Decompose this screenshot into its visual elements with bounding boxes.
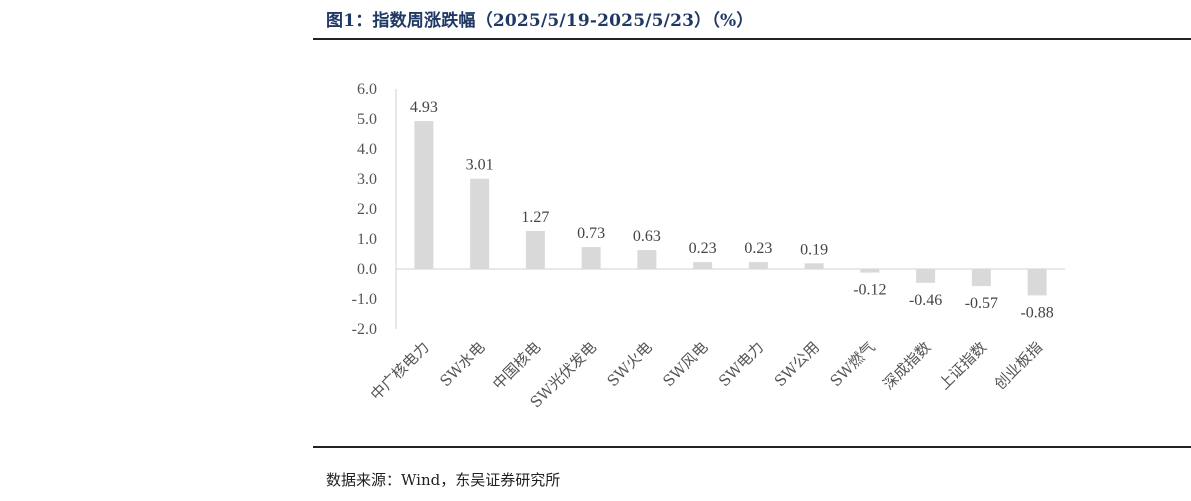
category-label: 上证指数 xyxy=(935,338,990,393)
y-tick-label: 1.0 xyxy=(357,231,377,248)
axis-layer: -2.0 -1.0 0.0 1.0 2.0 3.0 4.0 5.0 6.0 xyxy=(352,81,1065,338)
bar xyxy=(581,247,601,269)
category-label: 中广核电力 xyxy=(367,338,433,404)
figure-title: 图1：指数周涨跌幅（2025/5/19-2025/5/23）（%） xyxy=(326,11,754,31)
y-tick-label: -2.0 xyxy=(352,321,377,338)
data-label: 0.63 xyxy=(633,228,661,245)
labels-layer: 4.93中广核电力3.01SW水电1.27中国核电0.73SW光伏发电0.63S… xyxy=(367,99,1054,411)
y-tick-label: -1.0 xyxy=(352,291,377,308)
category-label: 创业板指 xyxy=(991,338,1046,393)
category-label: SW火电 xyxy=(604,338,656,390)
data-label: 1.27 xyxy=(521,209,549,226)
category-label: 深成指数 xyxy=(879,338,934,393)
bottom-rule xyxy=(313,446,1191,448)
bar xyxy=(470,178,490,269)
bar xyxy=(971,269,991,287)
data-label: 0.23 xyxy=(689,240,717,257)
y-tick-label: 5.0 xyxy=(357,111,377,128)
source-note: 数据来源：Wind，东吴证券研究所 xyxy=(326,471,561,489)
data-label: -0.12 xyxy=(853,282,886,299)
y-tick-label: 2.0 xyxy=(357,201,377,218)
bar xyxy=(860,269,880,273)
bar xyxy=(414,121,434,269)
y-tick-label: 4.0 xyxy=(357,141,377,158)
data-label: 4.93 xyxy=(410,99,438,116)
data-label: -0.46 xyxy=(909,292,942,309)
category-label: SW燃气 xyxy=(827,338,879,390)
category-label: SW电力 xyxy=(715,338,767,390)
data-label: -0.57 xyxy=(965,295,998,312)
bar xyxy=(1027,269,1047,296)
bar xyxy=(748,262,768,269)
bar xyxy=(525,230,545,269)
data-label: 0.23 xyxy=(744,240,772,257)
data-label: 3.01 xyxy=(466,157,494,174)
category-label: SW公用 xyxy=(771,338,823,390)
bar xyxy=(637,250,657,269)
top-rule xyxy=(313,38,1191,40)
category-label: SW风电 xyxy=(659,338,711,390)
y-tick-label: 0.0 xyxy=(357,261,377,278)
y-tick-label: 3.0 xyxy=(357,171,377,188)
data-label: 0.73 xyxy=(577,225,605,242)
bars-layer xyxy=(414,121,1047,296)
y-tick-label: 6.0 xyxy=(357,81,377,98)
data-label: 0.19 xyxy=(800,241,828,258)
category-label: 中国核电 xyxy=(489,338,544,393)
bar xyxy=(916,269,936,283)
bar xyxy=(804,263,824,269)
data-label: -0.88 xyxy=(1020,304,1053,321)
bar xyxy=(693,262,713,269)
category-label: SW水电 xyxy=(436,338,488,390)
